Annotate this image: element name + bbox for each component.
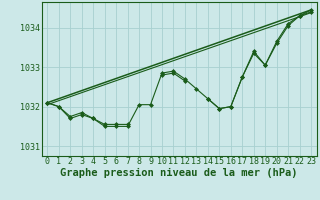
X-axis label: Graphe pression niveau de la mer (hPa): Graphe pression niveau de la mer (hPa) [60, 168, 298, 178]
